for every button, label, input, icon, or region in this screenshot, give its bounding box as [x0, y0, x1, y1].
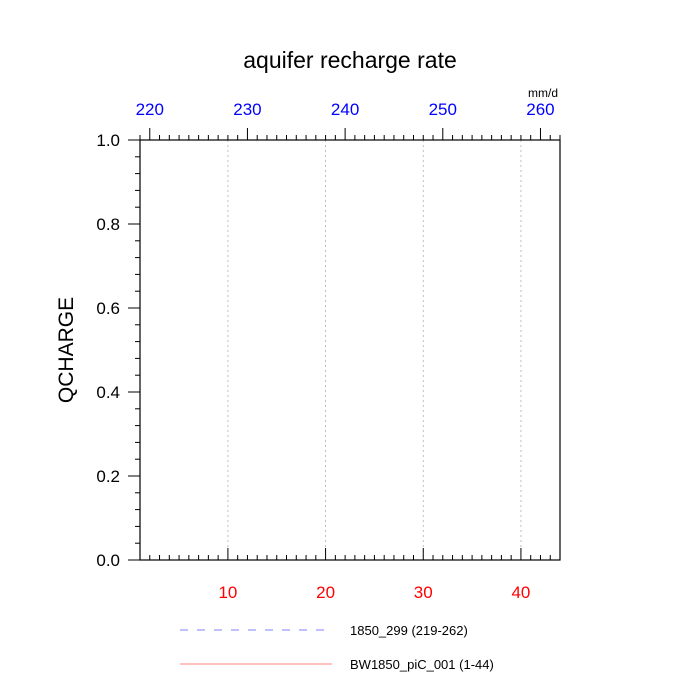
- y-axis-label: QCHARGE: [55, 297, 78, 403]
- x-bottom-tick-label: 10: [218, 583, 237, 602]
- x-bottom-tick-label: 40: [511, 583, 530, 602]
- axis-ticks: 10 20 30 40 220 230 240 250 260 0.0 0.2 0.4 0.6 0.8 1.…: [96, 100, 561, 602]
- x-top-tick-label: 220: [136, 100, 164, 119]
- x-top-tick-label: 240: [331, 100, 359, 119]
- x-bottom-tick-label: 20: [316, 583, 335, 602]
- legend-label: 1850_299 (219-262): [350, 623, 468, 638]
- y-tick-label: 0.0: [96, 551, 120, 570]
- x-top-tick-label: 260: [526, 100, 554, 119]
- legend-label: BW1850_piC_001 (1-44): [350, 657, 494, 672]
- y-tick-label: 1.0: [96, 131, 120, 150]
- y-tick-label: 0.6: [96, 299, 120, 318]
- y-tick-label: 0.2: [96, 467, 120, 486]
- chart-title: aquifer recharge rate: [243, 47, 457, 73]
- x-top-tick-label: 250: [429, 100, 457, 119]
- grid-lines: [227, 140, 522, 560]
- x-bottom-tick-label: 30: [414, 583, 433, 602]
- plot-frame: [139, 139, 561, 561]
- units-label: mm/d: [528, 86, 558, 100]
- legend: 1850_299 (219-262) BW1850_piC_001 (1-44): [180, 623, 494, 672]
- y-tick-label: 0.4: [96, 383, 120, 402]
- y-tick-label: 0.8: [96, 215, 120, 234]
- x-top-tick-label: 230: [233, 100, 261, 119]
